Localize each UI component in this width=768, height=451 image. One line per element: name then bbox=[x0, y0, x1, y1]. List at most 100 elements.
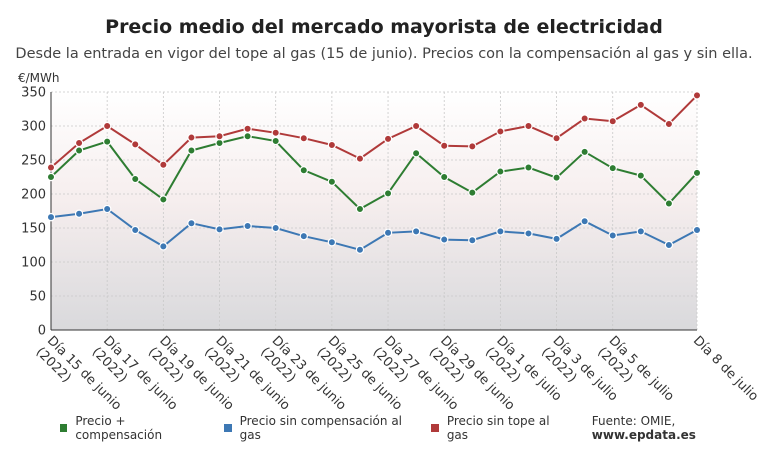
series-sin-compensacion-point bbox=[46, 212, 56, 222]
source-site: www.epdata.es bbox=[591, 428, 696, 442]
series-sin-tope-point bbox=[215, 131, 224, 141]
series-sin-tope-point bbox=[411, 121, 421, 131]
y-tick-label: 0 bbox=[38, 324, 46, 339]
legend-item-sin-tope: Precio sin tope al gas bbox=[431, 414, 563, 442]
series-compensacion-point bbox=[440, 172, 449, 182]
series-compensacion-point bbox=[159, 195, 168, 204]
legend: Precio + compensación Precio sin compens… bbox=[60, 414, 768, 442]
legend-item-sin-compensacion: Precio sin compensación al gas bbox=[224, 414, 411, 442]
series-sin-tope-point bbox=[102, 121, 112, 131]
series-compensacion-point bbox=[102, 137, 112, 146]
series-sin-compensacion-point bbox=[580, 216, 589, 226]
series-compensacion-line bbox=[50, 135, 698, 211]
series-sin-compensacion-point bbox=[187, 219, 196, 228]
series-sin-compensacion-point bbox=[383, 228, 393, 237]
legend-swatch-blue bbox=[224, 424, 232, 432]
series-compensacion-point bbox=[215, 138, 224, 148]
series-sin-tope-point bbox=[580, 114, 589, 123]
series-compensacion-point bbox=[271, 136, 280, 146]
series-compensacion-point bbox=[468, 188, 477, 197]
series-sin-tope-point bbox=[440, 141, 449, 150]
series-sin-tope-point bbox=[383, 134, 393, 144]
series-sin-compensacion-point bbox=[411, 227, 421, 236]
x-tick-label-line1: Día 8 de julio bbox=[690, 333, 761, 404]
series-sin-tope-point bbox=[187, 133, 196, 142]
y-tick-label: 200 bbox=[21, 188, 46, 203]
x-tick-label: Día 8 de julio bbox=[690, 333, 761, 404]
series-sin-tope-point bbox=[636, 100, 646, 110]
series-sin-tope-point bbox=[692, 91, 702, 100]
y-tick-label: 50 bbox=[29, 290, 46, 305]
series-sin-tope-line bbox=[50, 94, 698, 169]
series-compensacion-point bbox=[355, 204, 365, 214]
series-sin-tope-point bbox=[46, 163, 56, 172]
source-note: Fuente: OMIE, www.epdata.es bbox=[592, 414, 768, 442]
series-sin-compensacion-point bbox=[299, 231, 308, 241]
series-compensacion-point bbox=[496, 167, 505, 176]
series-sin-tope-point bbox=[664, 119, 674, 129]
series-compensacion-point bbox=[243, 131, 252, 141]
series-compensacion-point bbox=[692, 168, 702, 178]
series-sin-compensacion-point bbox=[636, 227, 646, 236]
series-compensacion-point bbox=[608, 163, 617, 173]
series-sin-tope-point bbox=[355, 154, 365, 163]
y-tick-label: 150 bbox=[21, 222, 46, 237]
series-sin-tope-point bbox=[468, 142, 477, 151]
series-sin-compensacion-point bbox=[664, 240, 674, 250]
series-sin-compensacion-point bbox=[327, 238, 337, 247]
series-compensacion-point bbox=[46, 172, 56, 182]
legend-label: Precio + compensación bbox=[75, 414, 163, 442]
series-sin-tope-point bbox=[496, 127, 505, 136]
y-tick-label: 350 bbox=[21, 86, 46, 101]
y-tick-label: 250 bbox=[21, 154, 46, 169]
series-compensacion-point bbox=[552, 173, 561, 182]
legend-swatch-red bbox=[431, 424, 439, 432]
y-axis-label: €/MWh bbox=[18, 71, 60, 85]
series-sin-tope-point bbox=[243, 124, 252, 133]
series-compensacion-point bbox=[411, 148, 421, 158]
series-sin-compensacion-point bbox=[243, 221, 252, 231]
chart-subtitle: Desde la entrada en vigor del tope al ga… bbox=[15, 46, 753, 62]
series-sin-tope-point bbox=[552, 134, 561, 143]
series-sin-compensacion-point bbox=[552, 234, 561, 244]
series-sin-tope-point bbox=[271, 128, 280, 137]
series-compensacion-point bbox=[383, 189, 393, 198]
series-sin-compensacion-point bbox=[102, 204, 112, 214]
series-sin-compensacion-point bbox=[159, 242, 168, 251]
series-compensacion-point bbox=[664, 199, 674, 208]
series-sin-compensacion-point bbox=[692, 225, 702, 235]
series-sin-compensacion-point bbox=[74, 209, 84, 218]
plot-background bbox=[51, 92, 697, 330]
y-tick-label: 100 bbox=[21, 256, 46, 271]
series-compensacion-point bbox=[131, 174, 140, 184]
series-sin-compensacion-line bbox=[50, 207, 698, 251]
series-compensacion-point bbox=[299, 165, 308, 175]
series-sin-tope-point bbox=[131, 140, 140, 149]
series-sin-tope-point bbox=[159, 160, 168, 169]
series-sin-compensacion-point bbox=[496, 227, 505, 236]
series-sin-tope-point bbox=[74, 138, 84, 148]
series-sin-tope-point bbox=[327, 140, 337, 150]
series-sin-tope-point bbox=[299, 134, 308, 143]
series-compensacion-point bbox=[636, 171, 646, 180]
legend-label: Precio sin compensación al gas bbox=[239, 414, 403, 442]
y-tick-label: 300 bbox=[21, 120, 46, 135]
series-sin-tope-point bbox=[608, 117, 617, 126]
series-sin-compensacion-point bbox=[215, 225, 224, 234]
series-compensacion-point bbox=[524, 163, 533, 172]
source-prefix: Fuente: OMIE, bbox=[591, 414, 676, 428]
series-sin-tope-point bbox=[524, 121, 533, 131]
series-compensacion-point bbox=[327, 177, 337, 186]
series-sin-compensacion-point bbox=[355, 245, 365, 254]
series-sin-compensacion-point bbox=[608, 231, 617, 240]
legend-item-compensacion: Precio + compensación bbox=[60, 414, 204, 442]
series-sin-compensacion-point bbox=[524, 229, 533, 238]
series-sin-compensacion-point bbox=[271, 223, 280, 233]
x-tick-label: Día 5 de julio(2022) bbox=[594, 333, 676, 404]
series-compensacion-point bbox=[187, 146, 196, 155]
series-sin-compensacion-point bbox=[468, 236, 477, 245]
series-compensacion-point bbox=[74, 146, 84, 155]
chart-title: Precio medio del mercado mayorista de el… bbox=[105, 16, 663, 38]
series-sin-compensacion-point bbox=[440, 235, 449, 244]
